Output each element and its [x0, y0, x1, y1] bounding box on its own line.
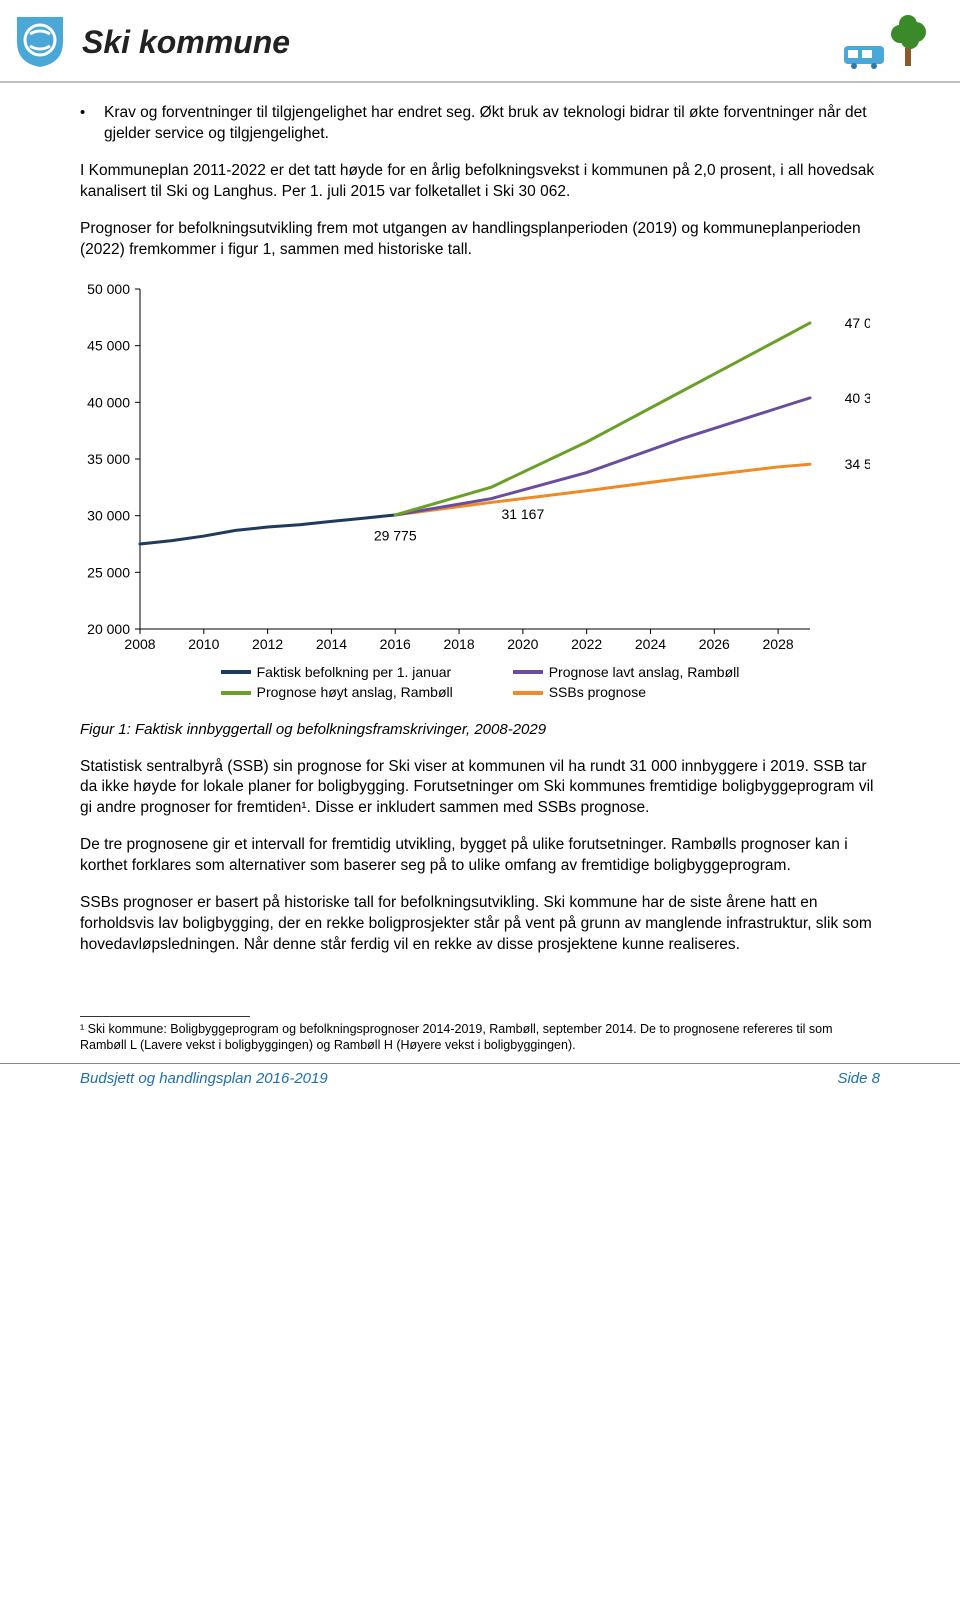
paragraph-4: De tre prognosene gir et intervall for f…: [80, 835, 880, 877]
paragraph-2: Prognoser for befolkningsutvikling frem …: [80, 219, 880, 261]
svg-text:2016: 2016: [380, 636, 411, 652]
legend-hoyt: Prognose høyt anslag, Rambøll: [221, 683, 453, 702]
legend-label-hoyt: Prognose høyt anslag, Rambøll: [257, 683, 453, 702]
population-chart: 20 000 25 000 30 000 35 000 40 000 45 000 50 0…: [80, 279, 880, 703]
svg-text:2026: 2026: [699, 636, 730, 652]
svg-text:40 000: 40 000: [87, 394, 130, 410]
header-left: Ski kommune: [10, 10, 290, 75]
footer-left: Budsjett og handlingsplan 2016-2019: [80, 1070, 328, 1087]
tree-train-logo: [840, 10, 940, 75]
svg-text:31 167: 31 167: [501, 506, 544, 522]
legend-swatch-lavt: [513, 670, 543, 674]
footnote-separator: [80, 1016, 250, 1017]
svg-text:29 775: 29 775: [374, 527, 417, 543]
svg-text:40 394: 40 394: [845, 389, 870, 405]
svg-text:20 000: 20 000: [87, 621, 130, 637]
footnote-text: ¹ Ski kommune: Boligbyggeprogram og befo…: [80, 1021, 880, 1054]
bullet-item: • Krav og forventninger til tilgjengelig…: [80, 103, 880, 145]
paragraph-3: Statistisk sentralbyrå (SSB) sin prognos…: [80, 757, 880, 820]
svg-text:2018: 2018: [443, 636, 474, 652]
svg-text:34 539: 34 539: [845, 456, 870, 472]
legend-swatch-faktisk: [221, 670, 251, 674]
bullet-marker: •: [80, 103, 104, 145]
svg-text:50 000: 50 000: [87, 281, 130, 297]
svg-text:47 007: 47 007: [845, 314, 870, 330]
legend-lavt: Prognose lavt anslag, Rambøll: [513, 663, 740, 682]
svg-text:2008: 2008: [124, 636, 155, 652]
svg-text:2020: 2020: [507, 636, 538, 652]
paragraph-5: SSBs prognoser er basert på historiske t…: [80, 893, 880, 956]
legend-label-lavt: Prognose lavt anslag, Rambøll: [549, 663, 740, 682]
svg-text:2014: 2014: [316, 636, 347, 652]
legend-label-faktisk: Faktisk befolkning per 1. januar: [257, 663, 452, 682]
footer-right: Side 8: [837, 1070, 880, 1087]
shield-icon: [10, 10, 70, 75]
svg-text:45 000: 45 000: [87, 337, 130, 353]
svg-text:30 000: 30 000: [87, 507, 130, 523]
svg-text:2012: 2012: [252, 636, 283, 652]
legend-ssb: SSBs prognose: [513, 683, 740, 702]
svg-text:2024: 2024: [635, 636, 666, 652]
legend-swatch-hoyt: [221, 691, 251, 695]
svg-text:2010: 2010: [188, 636, 219, 652]
legend-label-ssb: SSBs prognose: [549, 683, 646, 702]
bullet-text: Krav og forventninger til tilgjengelighe…: [104, 103, 880, 145]
legend-swatch-ssb: [513, 691, 543, 695]
svg-text:2022: 2022: [571, 636, 602, 652]
chart-svg: 20 000 25 000 30 000 35 000 40 000 45 000 50 0…: [70, 279, 870, 659]
page-footer: Budsjett og handlingsplan 2016-2019 Side…: [0, 1063, 960, 1099]
chart-legend: Faktisk befolkning per 1. januar Prognos…: [80, 663, 880, 703]
header-title: Ski kommune: [82, 24, 290, 61]
svg-text:2028: 2028: [763, 636, 794, 652]
page-content: • Krav og forventninger til tilgjengelig…: [0, 83, 960, 1063]
page-header: Ski kommune: [0, 0, 960, 83]
svg-text:35 000: 35 000: [87, 451, 130, 467]
legend-faktisk: Faktisk befolkning per 1. januar: [221, 663, 453, 682]
paragraph-1: I Kommuneplan 2011-2022 er det tatt høyd…: [80, 161, 880, 203]
svg-text:25 000: 25 000: [87, 564, 130, 580]
figure-caption: Figur 1: Faktisk innbyggertall og befolk…: [80, 720, 880, 740]
